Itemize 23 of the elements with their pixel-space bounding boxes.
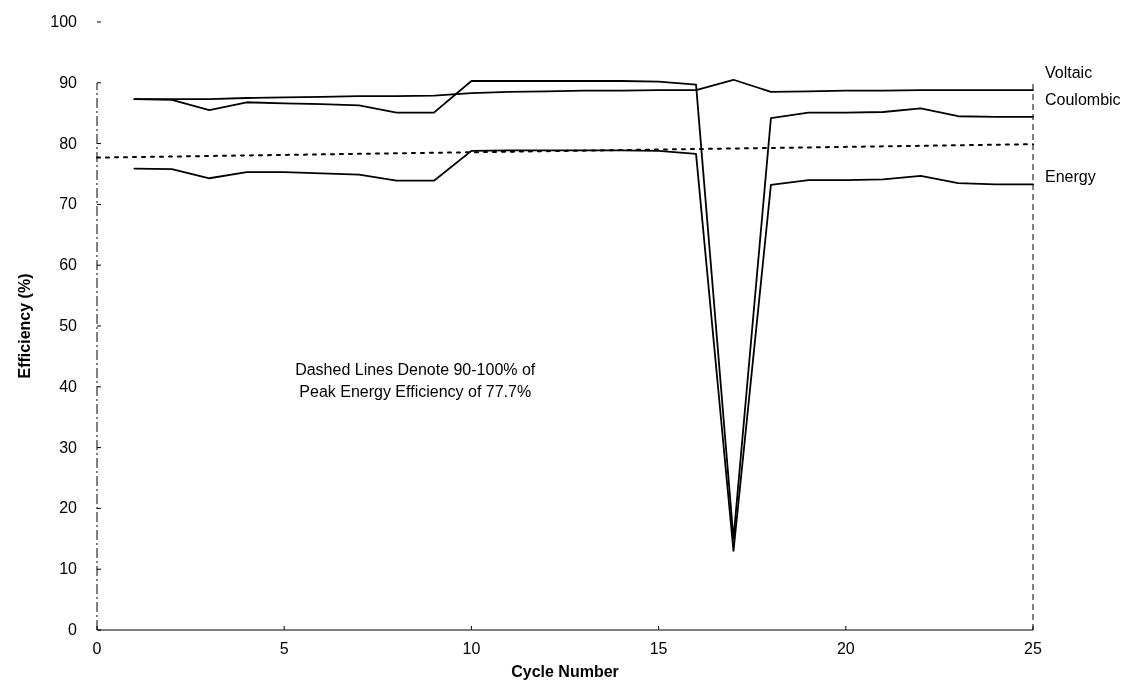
y-tick-label: 30 [59, 438, 78, 456]
y-tick-label: 70 [59, 195, 78, 213]
x-tick-label: 5 [279, 640, 289, 657]
y-tick-label: 90 [59, 73, 78, 91]
annotation: Dashed Lines Denote 90-100% of Peak Energy Efficiency of 77.7% [295, 360, 536, 400]
x-axis-title: Cycle Number [511, 663, 619, 680]
y-tick-label: 50 [59, 317, 78, 334]
y-tick-label: 100 [50, 13, 78, 30]
y-tick-label: 10 [59, 560, 78, 578]
x-tick-label: 20 [836, 640, 855, 657]
x-tick-label: 10 [462, 640, 481, 657]
y-axis-title: Efficiency (%) [16, 273, 33, 379]
series-label: Energy [1045, 168, 1096, 186]
x-tick-label: 15 [649, 640, 668, 657]
x-tick-label: 25 [1024, 640, 1042, 657]
series-label: Coulombic [1045, 90, 1121, 108]
y-tick-label: 80 [59, 134, 78, 152]
y-tick-label: 0 [68, 621, 78, 638]
x-tick-label: 0 [92, 640, 102, 657]
y-tick-label: 20 [59, 499, 78, 517]
y-tick-label: 40 [59, 377, 78, 395]
y-tick-label: 60 [59, 256, 78, 274]
series-label: Voltaic [1045, 64, 1093, 82]
